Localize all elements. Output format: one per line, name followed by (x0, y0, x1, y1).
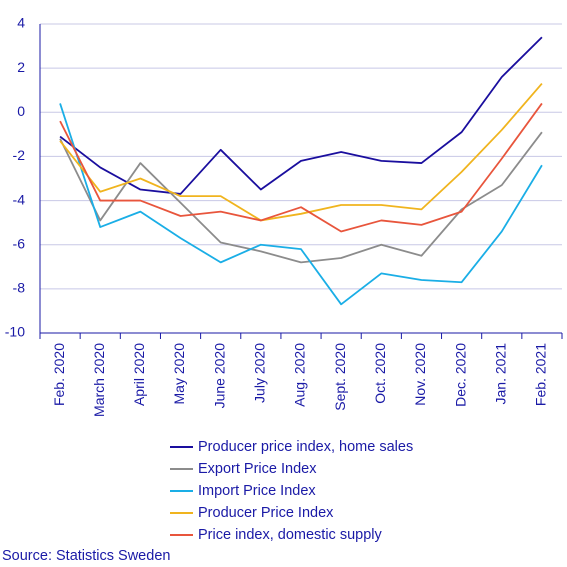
x-tick-label: April 2020 (131, 343, 147, 406)
legend: Producer price index, home sales Export P… (170, 439, 413, 543)
series-line-2 (59, 131, 543, 264)
y-tick-label: 2 (17, 59, 25, 75)
source-note: Source: Statistics Sweden (2, 548, 171, 564)
x-tick-label: Jan. 2021 (492, 343, 508, 405)
series-line-4 (59, 83, 543, 222)
axes (39, 24, 563, 339)
y-tick-label: -2 (13, 147, 26, 163)
legend-label: Price index, domestic supply (198, 527, 382, 543)
x-tick-label: Feb. 2021 (533, 343, 549, 406)
x-tick-labels: Feb. 2020 March 2020 April 2020 May 2020 Jun… (51, 343, 549, 417)
series-line-3 (59, 103, 543, 306)
y-tick-label: -10 (5, 324, 25, 340)
y-tick-label: -4 (13, 191, 26, 207)
legend-label: Producer price index, home sales (198, 439, 413, 455)
y-tick-label: 4 (17, 15, 25, 31)
x-tick-label: June 2020 (211, 343, 227, 409)
x-tick-label: Nov. 2020 (412, 343, 428, 406)
x-tick-label: Feb. 2020 (51, 343, 67, 406)
x-tick-label: Dec. 2020 (452, 343, 468, 407)
series-line-1 (59, 36, 543, 195)
x-tick-label: Aug. 2020 (292, 343, 308, 407)
series-line-5 (59, 102, 543, 233)
x-tick-label: Sept. 2020 (332, 343, 348, 411)
series-lines (59, 36, 543, 306)
x-tick-label: July 2020 (252, 343, 268, 403)
x-tick-label: May 2020 (171, 343, 187, 405)
gridlines (40, 23, 562, 334)
x-tick-label: March 2020 (91, 343, 107, 417)
legend-label: Producer Price Index (198, 505, 334, 521)
legend-label: Import Price Index (198, 483, 316, 499)
y-tick-labels: -10 -8 -6 -4 -2 0 2 4 (5, 15, 25, 340)
legend-label: Export Price Index (198, 461, 317, 477)
y-tick-label: -6 (13, 235, 26, 251)
y-tick-label: -8 (13, 280, 26, 296)
y-tick-label: 0 (17, 103, 25, 119)
x-tick-label: Oct. 2020 (372, 343, 388, 404)
